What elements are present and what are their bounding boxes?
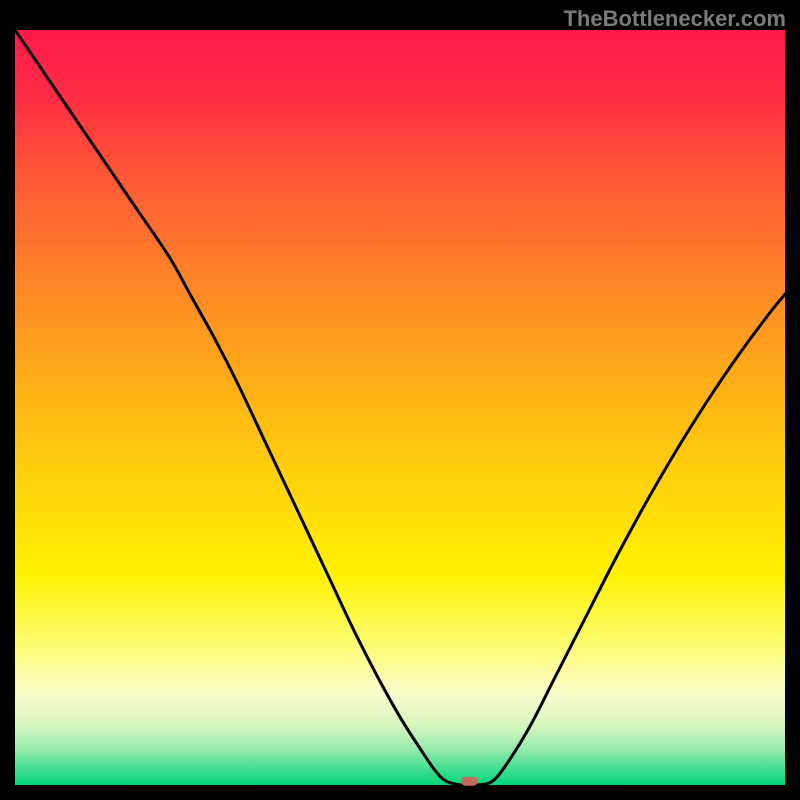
plot-background [15,30,785,785]
optimum-marker [461,777,478,786]
chart-svg [0,0,800,800]
chart-container: TheBottlenecker.com [0,0,800,800]
